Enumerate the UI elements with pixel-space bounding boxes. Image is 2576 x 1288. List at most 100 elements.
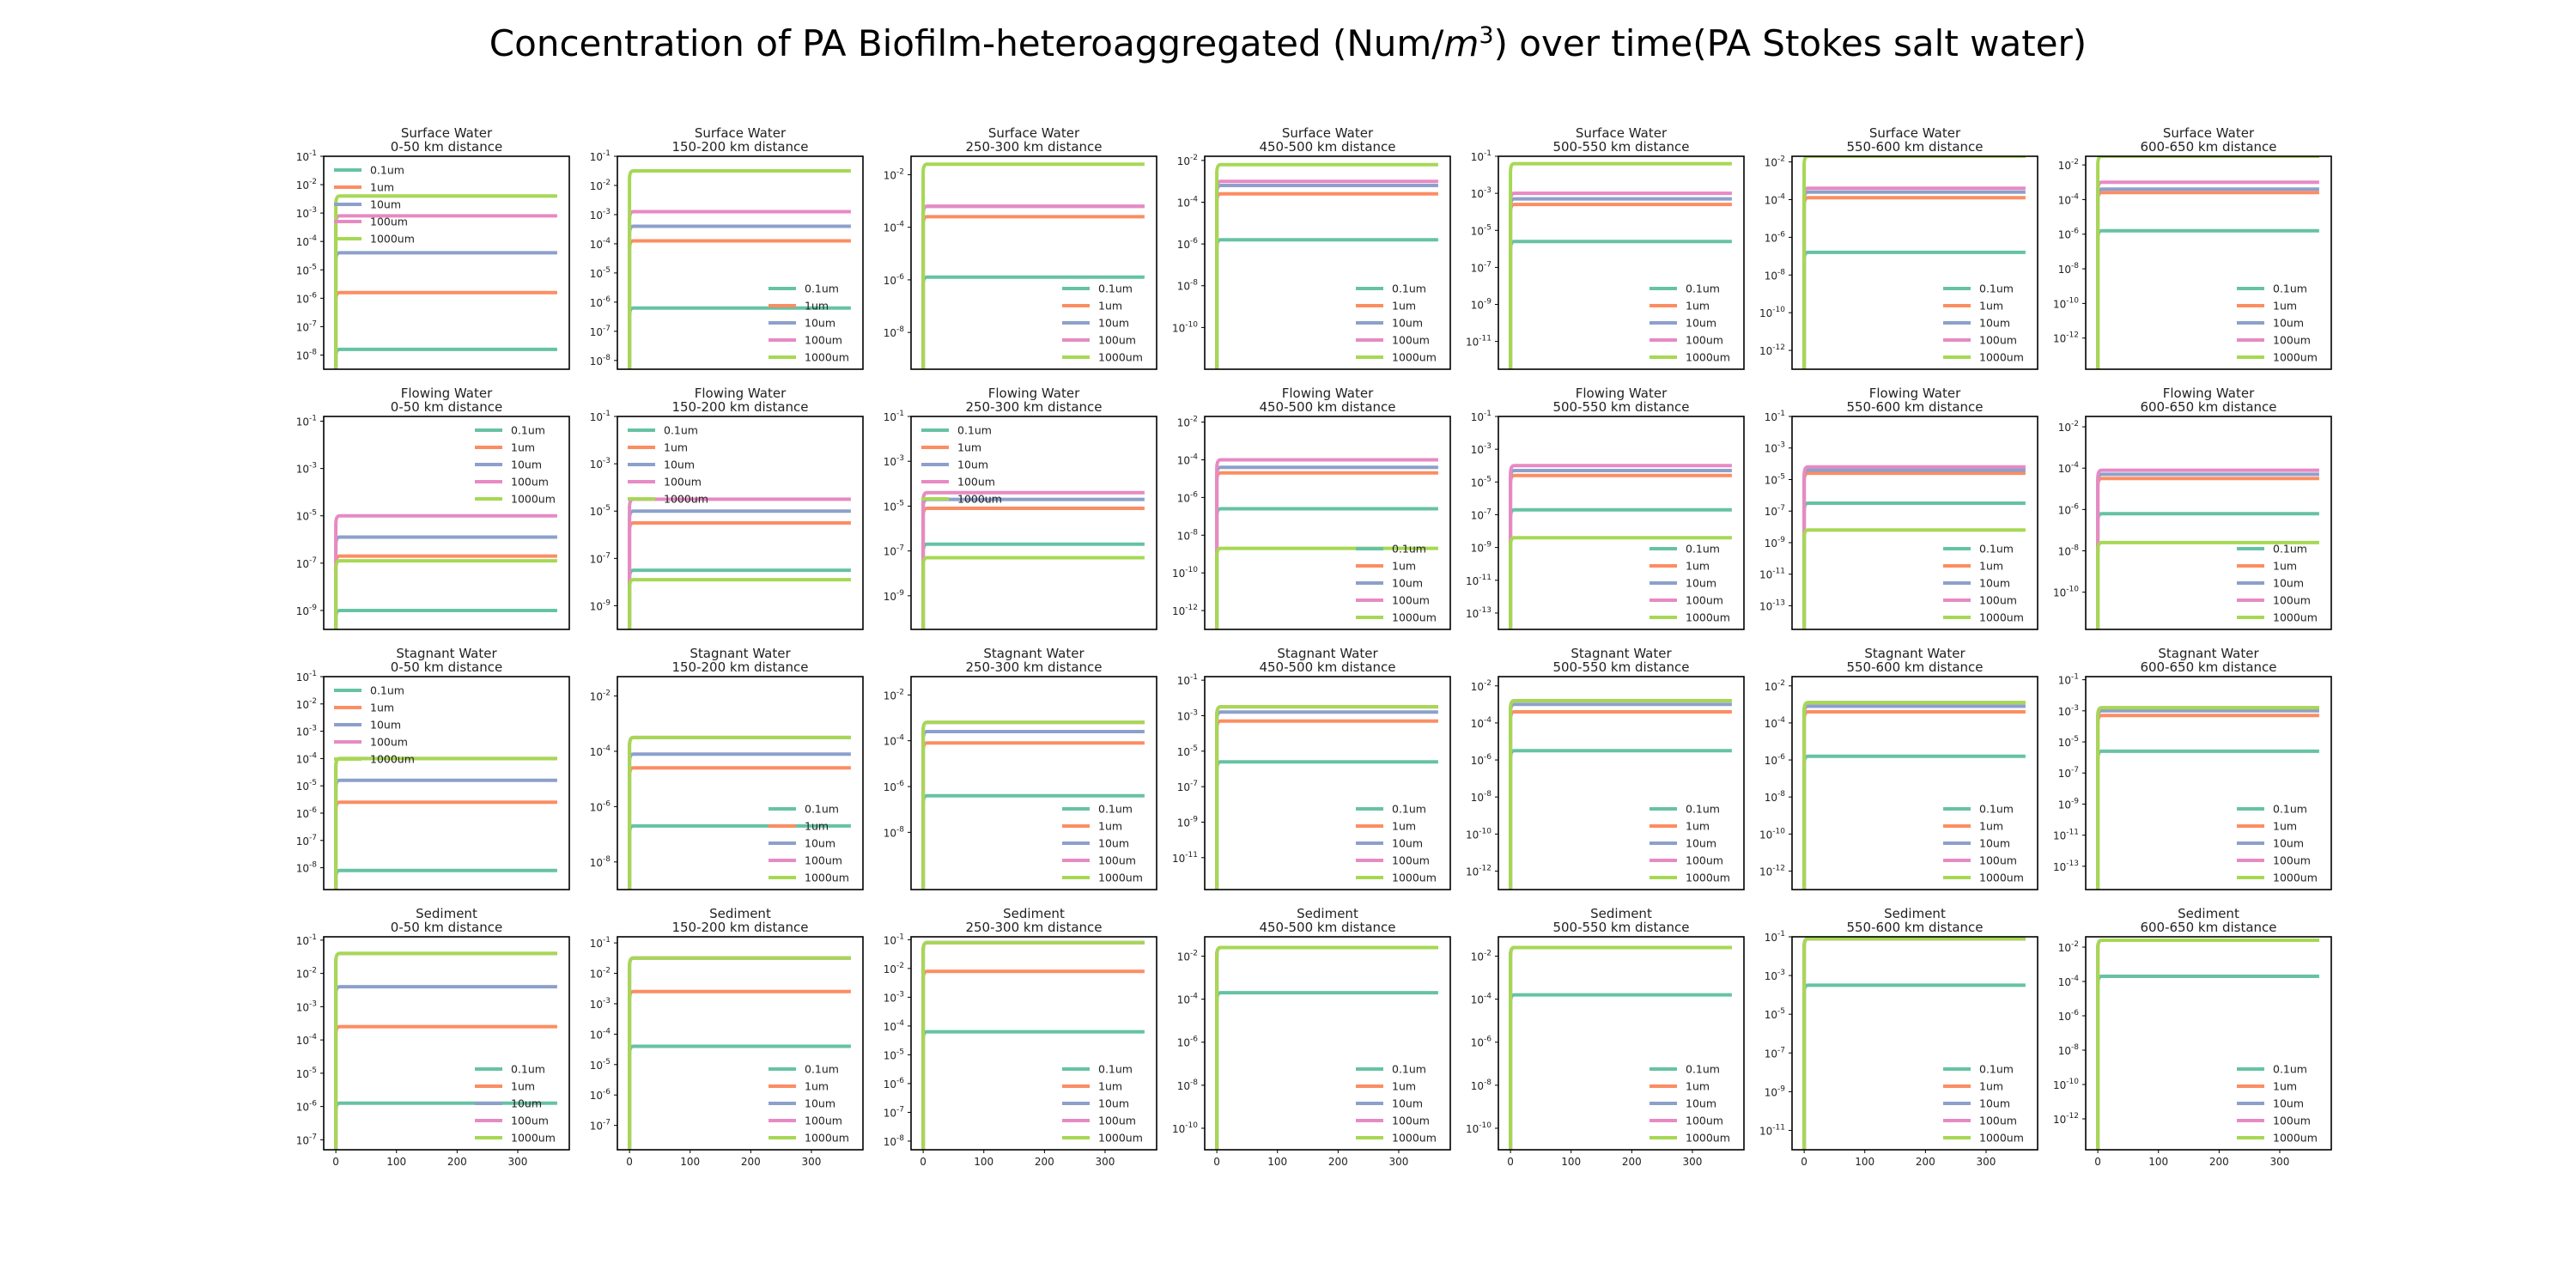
subplot-title-distance: 500-550 km distance [1552,920,1689,935]
legend: 0.1um 1um 10um 100um 1000um [1356,1063,1437,1145]
y-tick-label: 10-2 [1471,950,1492,963]
y-tick-label: 10-2 [884,962,904,975]
legend: 0.1um 1um 10um 100um 1000um [1062,283,1143,364]
subplot-title-compartment: Surface Water [2163,125,2255,141]
plot-frame [910,416,1157,630]
plot-frame [1498,936,1745,1151]
title-suffix: ) over time(PA Stokes salt water) [1493,22,2087,64]
series-line-1000um [628,956,851,1150]
legend-label: 10um [2273,317,2304,330]
subplot-title-compartment: Flowing Water [1576,386,1668,401]
series-line-0.1um [2096,228,2319,369]
y-tick-label: 10-8 [1177,1078,1199,1092]
y-tick-label: 10-5 [296,1066,317,1080]
legend-label: 1um [1979,1080,2003,1093]
legend-label: 1um [957,441,981,454]
legend: 0.1um 1um 10um 100um 1000um [1649,283,1730,364]
plot-frame [910,936,1157,1151]
y-tick-label: 10-4 [296,1033,318,1047]
series-lines [628,169,851,369]
series-line-1000um [1509,161,1732,369]
y-tick-label: 10-1 [296,149,317,163]
y-tick-label: 10-2 [2058,420,2079,434]
legend-label: 0.1um [1098,803,1133,816]
legend-label: 10um [1979,577,2010,590]
plot-frame [617,676,864,890]
legend-label: 1000um [1979,872,2024,884]
legend-label: 1000um [1979,1132,2024,1145]
y-tick-label: 10-11 [1466,574,1492,587]
y-tick-label: 10-2 [296,178,317,191]
y-tick-label: 10-6 [590,799,611,813]
y-tick-label: 10-6 [1471,1036,1492,1049]
x-tick-label: 100 [386,1156,406,1168]
series-lines [1215,162,1438,369]
subplot-title-distance: 550-600 km distance [1846,139,1983,155]
legend-label: 1um [1979,300,2003,313]
y-tick-label: 10-9 [1471,298,1492,312]
subplot-title-compartment: Flowing Water [695,386,787,401]
x-tick-label: 0 [626,1156,633,1168]
x-tick-label: 0 [1213,1156,1220,1168]
plot-frame [2085,416,2332,630]
y-tick-label: 10-2 [590,967,611,981]
y-tick-label: 10-6 [1765,753,1786,767]
legend: 0.1um 1um 10um 100um 1000um [1062,1063,1143,1145]
x-tick-label: 300 [2270,1156,2290,1168]
legend-label: 100um [1979,594,2017,607]
legend-label: 1000um [1392,611,1437,624]
x-tick-label: 200 [1916,1156,1935,1168]
y-tick-label: 10-3 [296,462,317,476]
series-line-1um [334,800,557,890]
y-tick-label: 10-11 [1759,1123,1785,1137]
y-tick-label: 10-7 [884,544,904,558]
subplot-title-distance: 450-500 km distance [1259,399,1395,415]
legend-label: 0.1um [1392,283,1426,295]
y-tick-label: 10-2 [296,697,317,711]
series-line-1000um [334,194,557,369]
y-tick-label: 10-6 [296,806,318,820]
subplot-title-distance: 550-600 km distance [1846,399,1983,415]
legend-label: 1000um [511,493,556,506]
subplot-title-compartment: Flowing Water [1282,386,1374,401]
legend-label: 10um [1686,1097,1716,1110]
legend: 0.1um 1um 10um 100um 1000um [1943,1063,2024,1145]
x-tick-label: 200 [447,1156,467,1168]
series-line-0.1um [2096,749,2319,890]
legend: 0.1um 1um 10um 100um 1000um [334,164,415,246]
subplot-title-compartment: Flowing Water [2163,386,2255,401]
y-tick-label: 10-7 [1177,780,1198,793]
x-tick-label: 200 [1035,1156,1054,1168]
legend-label: 1um [1979,820,2003,833]
x-tick-label: 200 [1622,1156,1642,1168]
legend-label: 1000um [1979,611,2024,624]
y-tick-label: 10-12 [1466,864,1492,878]
legend-label: 0.1um [805,283,839,295]
series-line-10um [628,509,851,629]
legend-label: 1000um [664,493,708,506]
legend-label: 100um [370,216,408,228]
legend-label: 10um [805,317,835,330]
series-line-10um [628,752,851,890]
subplot-title-distance: 500-550 km distance [1552,659,1689,675]
legend-label: 1um [1686,820,1710,833]
y-tick-label: 10-1 [1471,149,1492,163]
y-tick-label: 10-3 [296,206,317,220]
subplot-title-distance: 250-300 km distance [965,399,1102,415]
legend-label: 1um [1979,560,2003,573]
y-tick-label: 10-5 [1177,744,1198,758]
series-line-1000um [334,559,557,629]
legend-label: 10um [1686,837,1716,850]
y-tick-label: 10-9 [884,589,905,603]
y-tick-label: 10-12 [2053,1112,2079,1126]
y-tick-label: 10-8 [1177,279,1199,293]
legend-label: 1um [805,1080,829,1093]
y-tick-label: 10-11 [1759,568,1785,581]
y-tick-label: 10-1 [2058,673,2079,687]
y-tick-label: 10-4 [296,751,318,765]
